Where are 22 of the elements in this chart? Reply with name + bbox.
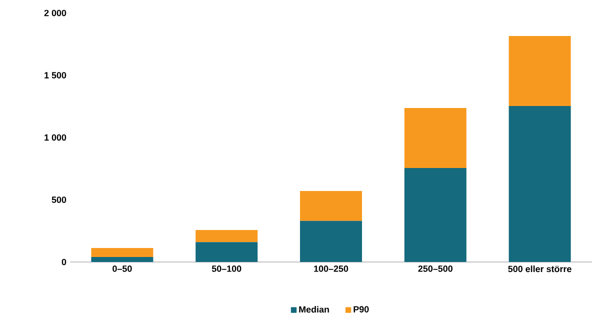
- bar: [404, 108, 466, 168]
- y-tick-label: 1 000: [44, 134, 66, 141]
- x-tick-label: 50–100: [212, 266, 242, 272]
- bar: [508, 106, 571, 262]
- x-tick-label: 500 eller större: [508, 266, 572, 272]
- x-tick-label: 100–250: [314, 266, 348, 272]
- legend-label: P90: [354, 306, 369, 312]
- y-tick-label: 0: [62, 258, 66, 266]
- bar: [404, 168, 466, 262]
- bar: [300, 220, 362, 262]
- bar: [300, 191, 362, 221]
- bar: [196, 242, 258, 262]
- bar: [91, 257, 154, 262]
- bar: [91, 248, 154, 258]
- y-tick-label: 2 000: [44, 10, 66, 16]
- bar: [508, 36, 571, 106]
- y-tick-label: 1 500: [44, 72, 66, 78]
- bar: [196, 230, 258, 242]
- x-tick-label: 250–500: [418, 266, 452, 272]
- legend-label: Median: [299, 306, 329, 313]
- y-tick-label: 500: [52, 196, 66, 203]
- x-tick-label: 0–50: [112, 266, 132, 272]
